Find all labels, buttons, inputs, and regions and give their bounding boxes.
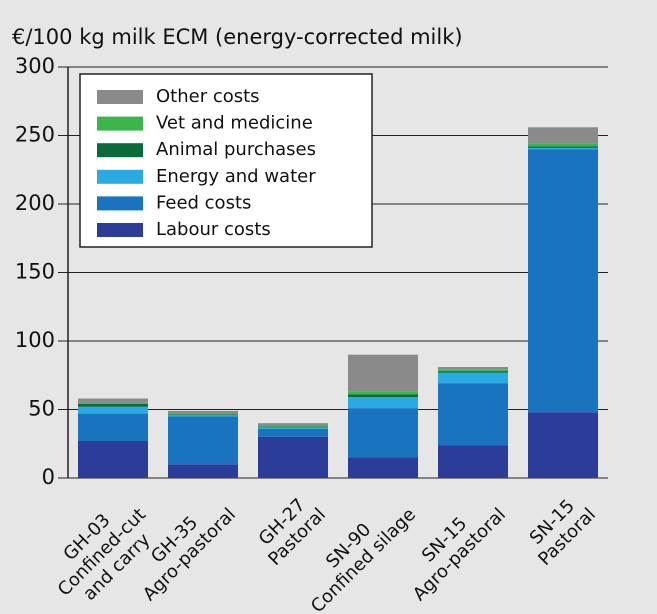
y-tick-label: 100 [15, 328, 55, 352]
bar-segment [348, 457, 418, 478]
bar-segment [348, 394, 418, 398]
bar-segment [438, 367, 508, 370]
legend-swatch [97, 223, 143, 237]
bar-segment [438, 383, 508, 446]
bar-segment [78, 413, 148, 442]
bar-segment [78, 441, 148, 478]
legend-swatch [97, 90, 143, 104]
legend-label: Animal purchases [156, 139, 316, 160]
bar-segment [348, 408, 418, 458]
y-tick-label: 200 [15, 191, 55, 215]
bar-segment [348, 391, 418, 395]
bar-segment [528, 127, 598, 144]
bar-segment [528, 149, 598, 413]
bar-segment [348, 397, 418, 409]
bar-segment [528, 147, 598, 150]
y-tick-label: 300 [15, 54, 55, 78]
bar-segment [438, 372, 508, 384]
bar-segment [258, 425, 328, 427]
bar-segment [258, 428, 328, 437]
bar-segment [78, 406, 148, 414]
chart-title: €/100 kg milk ECM (energy-corrected milk… [12, 25, 463, 49]
bar-segment [258, 436, 328, 478]
legend-swatch [97, 169, 143, 184]
y-tick-label: 150 [15, 260, 55, 284]
legend-label: Feed costs [156, 192, 251, 213]
bar-segment [168, 414, 238, 417]
y-tick-label: 50 [28, 397, 55, 421]
legend-label: Labour costs [156, 219, 271, 240]
bar-segment [168, 416, 238, 465]
legend-swatch [97, 196, 143, 211]
legend-swatch [97, 116, 143, 131]
bar-segment [258, 426, 328, 428]
bar-segment [438, 369, 508, 372]
bar-segment [168, 414, 238, 415]
bar-segment [258, 423, 328, 426]
bar-segment [78, 398, 148, 403]
legend-label: Vet and medicine [156, 113, 313, 134]
bar-segment [168, 410, 238, 414]
legend-label: Other costs [156, 86, 260, 107]
legend-swatch [97, 143, 143, 158]
bar-segment [168, 413, 238, 415]
bar-segment [348, 354, 418, 392]
bar-segment [438, 445, 508, 478]
bar-segment [78, 402, 148, 405]
y-tick-label: 0 [42, 465, 55, 489]
legend-label: Energy and water [156, 166, 316, 187]
y-tick-label: 250 [15, 123, 55, 147]
bar-segment [438, 371, 508, 373]
bar-segment [528, 143, 598, 147]
bar-segment [528, 146, 598, 148]
bar-segment [168, 464, 238, 478]
bar-segment [528, 412, 598, 478]
bar-segment [258, 427, 328, 429]
bar-segment [78, 404, 148, 407]
